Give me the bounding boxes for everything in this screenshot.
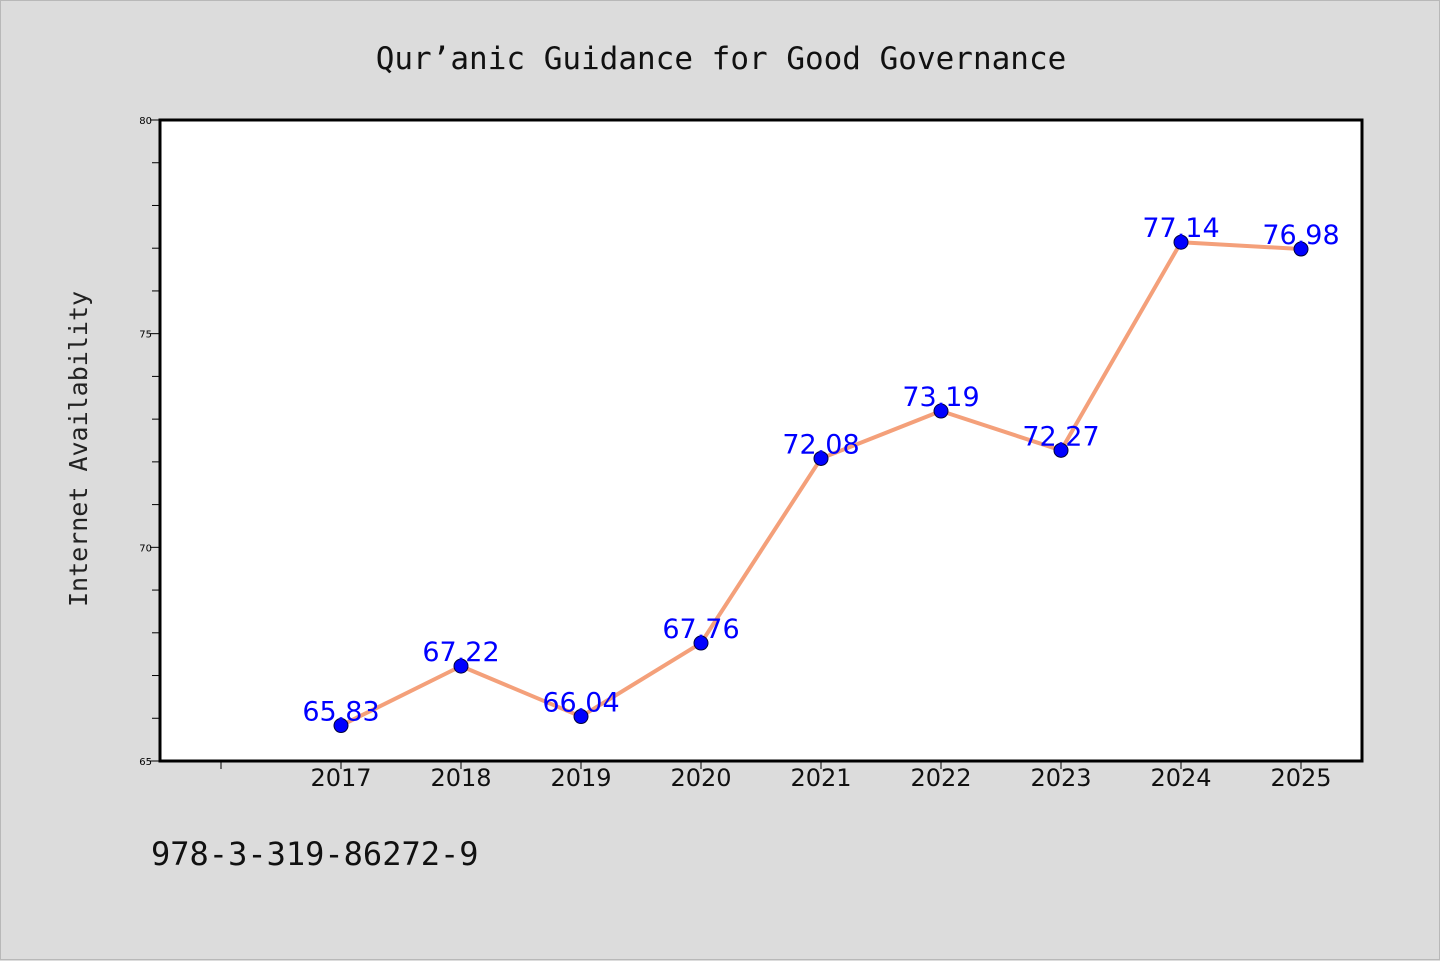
y-tick-label: 70 bbox=[139, 543, 152, 554]
data-point-marker bbox=[933, 403, 949, 419]
chart-title: Qur’anic Guidance for Good Governance bbox=[376, 41, 1067, 77]
data-label: 67.22 bbox=[422, 637, 499, 668]
y-tick-label: 65 bbox=[139, 757, 152, 768]
data-label: 67.76 bbox=[662, 614, 739, 645]
data-series bbox=[333, 234, 1309, 734]
data-label: 65.83 bbox=[302, 697, 379, 728]
x-tick-label: 2021 bbox=[790, 764, 851, 792]
y-tick-label: 80 bbox=[139, 116, 152, 127]
x-tick-label: 2024 bbox=[1150, 764, 1211, 792]
y-tick-label: 75 bbox=[139, 330, 152, 341]
y-axis: 65 70 75 80 bbox=[139, 116, 160, 768]
data-label: 76.98 bbox=[1262, 220, 1339, 251]
data-point-marker bbox=[813, 450, 829, 466]
data-label: 66.04 bbox=[542, 688, 619, 719]
isbn-text: 978-3-319-86272-9 bbox=[151, 835, 479, 873]
x-tick-label: 2019 bbox=[550, 764, 611, 792]
x-tick-label: 2018 bbox=[430, 764, 491, 792]
x-tick-label: 2017 bbox=[310, 764, 371, 792]
x-tick-label: 2025 bbox=[1270, 764, 1331, 792]
plot-area bbox=[158, 118, 1364, 763]
data-point-marker bbox=[1053, 442, 1069, 458]
data-point-marker bbox=[453, 658, 469, 674]
data-label: 72.27 bbox=[1022, 421, 1099, 452]
x-tick-label: 2020 bbox=[670, 764, 731, 792]
data-labels: 65.83 67.22 66.04 67.76 72.08 73.19 72.27 77.14… bbox=[302, 213, 1339, 727]
x-tick-label: 2022 bbox=[910, 764, 971, 792]
data-label: 77.14 bbox=[1142, 213, 1219, 244]
x-tick-label: 2023 bbox=[1030, 764, 1091, 792]
data-point-marker bbox=[1293, 241, 1309, 257]
data-point-marker bbox=[693, 635, 709, 651]
data-point-marker bbox=[573, 709, 589, 725]
x-axis: 2017 2018 2019 2020 2021 2022 2023 2024 2025 bbox=[220, 761, 1332, 792]
data-point-marker bbox=[1173, 234, 1189, 250]
data-point-marker bbox=[333, 718, 349, 734]
y-axis-label: Internet Availability bbox=[64, 291, 93, 607]
data-label: 72.08 bbox=[782, 429, 859, 460]
data-label: 73.19 bbox=[902, 382, 979, 413]
